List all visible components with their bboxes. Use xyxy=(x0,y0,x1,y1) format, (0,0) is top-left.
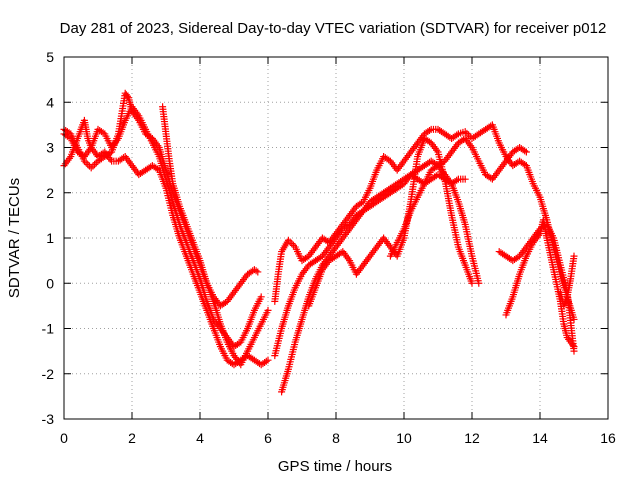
data-point xyxy=(487,174,495,182)
x-tick-label: 4 xyxy=(196,430,204,446)
data-point xyxy=(337,249,345,257)
data-point xyxy=(426,127,433,135)
y-tick-label: -1 xyxy=(42,321,55,337)
data-point xyxy=(468,279,476,287)
x-tick-label: 0 xyxy=(60,430,68,446)
data-point xyxy=(264,356,272,364)
data-point xyxy=(344,222,352,230)
x-tick-label: 14 xyxy=(532,430,548,446)
data-point xyxy=(385,156,393,164)
x-tick-label: 10 xyxy=(396,430,412,446)
data-point xyxy=(463,129,471,137)
x-tick-label: 16 xyxy=(600,430,616,446)
data-point xyxy=(87,164,95,172)
data-point xyxy=(262,357,270,365)
data-point xyxy=(570,315,578,323)
series-track-10 xyxy=(495,220,578,355)
data-point xyxy=(317,253,325,261)
y-tick-label: 2 xyxy=(46,185,54,201)
x-tick-label: 8 xyxy=(332,430,340,446)
data-point xyxy=(264,306,272,314)
x-tick-label: 2 xyxy=(128,430,136,446)
y-tick-label: 5 xyxy=(46,49,54,65)
y-tick-label: 3 xyxy=(46,140,54,156)
x-axis-title: GPS time / hours xyxy=(278,458,392,475)
series-track-11 xyxy=(502,216,578,351)
y-tick-label: -3 xyxy=(42,411,55,427)
data-point xyxy=(252,267,260,275)
series-track-5 xyxy=(271,121,578,323)
data-point xyxy=(120,154,127,162)
data-point xyxy=(522,148,530,156)
data-point xyxy=(99,149,107,157)
data-point xyxy=(570,252,578,260)
series-track-1 xyxy=(60,89,262,310)
data-point xyxy=(123,92,131,100)
data-point xyxy=(286,238,294,246)
y-tick-label: 1 xyxy=(46,230,54,246)
y-tick-label: 0 xyxy=(46,275,54,291)
data-point xyxy=(82,159,90,167)
data-marks xyxy=(60,89,578,396)
x-tick-label: 6 xyxy=(264,430,272,446)
data-point xyxy=(514,253,522,261)
y-tick-label: 4 xyxy=(46,94,54,110)
data-point xyxy=(521,147,529,155)
series-track-4 xyxy=(159,103,272,369)
data-point xyxy=(439,158,447,166)
data-point xyxy=(465,131,473,139)
data-point xyxy=(570,343,578,351)
x-tick-label: 12 xyxy=(464,430,480,446)
data-point xyxy=(358,208,365,216)
data-point xyxy=(461,175,469,183)
series-track-12 xyxy=(556,252,578,310)
data-point xyxy=(79,151,87,159)
data-point xyxy=(91,160,99,168)
data-point xyxy=(284,236,292,244)
data-point xyxy=(288,240,296,248)
series-track-8 xyxy=(305,134,476,310)
y-tick-label: -2 xyxy=(42,366,55,382)
chart-title: Day 281 of 2023, Sidereal Day-to-day VTE… xyxy=(60,20,607,37)
data-point xyxy=(453,176,461,184)
series-track-9 xyxy=(386,134,530,260)
series-track-7 xyxy=(271,171,469,360)
data-point xyxy=(290,241,297,249)
data-point xyxy=(222,298,229,306)
data-point xyxy=(89,162,97,170)
data-point xyxy=(475,279,483,287)
data-point xyxy=(254,268,262,276)
data-point xyxy=(453,131,461,139)
series-track-2 xyxy=(60,103,265,351)
data-point xyxy=(426,138,433,146)
y-axis-title: SDTVAR / TECUs xyxy=(6,178,23,298)
data-point xyxy=(84,160,92,168)
data-point xyxy=(460,136,467,144)
data-point xyxy=(461,128,469,136)
data-point xyxy=(257,293,265,301)
data-point xyxy=(303,253,311,261)
